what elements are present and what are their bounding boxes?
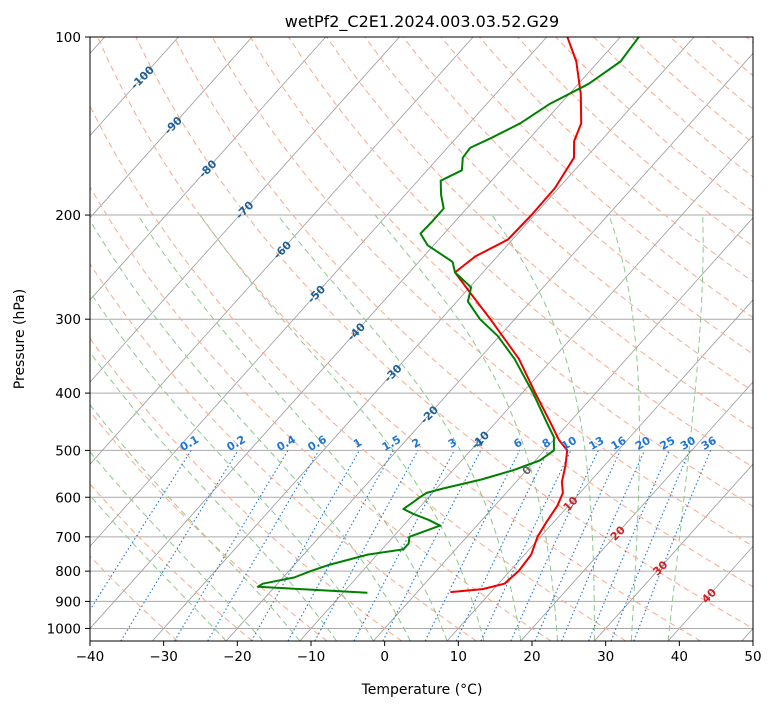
mixing-ratio-line	[120, 450, 239, 641]
isotherm-line	[90, 37, 621, 630]
moist-adiabat-line	[608, 214, 640, 641]
dry-adiabat-line	[402, 37, 753, 355]
y-tick-label: 900	[55, 594, 81, 610]
moist-adiabat-line	[90, 403, 301, 641]
dry-adiabat-line	[478, 37, 753, 283]
dry-adiabat-line	[90, 337, 402, 641]
moist-adiabat-line	[199, 214, 485, 641]
y-tick-label: 800	[55, 564, 81, 580]
y-tick-label: 500	[55, 443, 81, 459]
mixing-ratio-line	[510, 450, 599, 641]
dry-adiabat-line	[97, 37, 701, 641]
mixing-ratio-line	[314, 450, 419, 641]
x-tick-label: −30	[149, 649, 178, 665]
dry-adiabat-line	[364, 37, 753, 392]
y-tick-label: 400	[55, 386, 81, 402]
isotherm-line	[90, 37, 400, 383]
isotherm-line	[373, 217, 753, 641]
mixing-ratio-line	[382, 450, 482, 641]
chart-title: wetPf2_C2E1.2024.003.03.52.G29	[285, 12, 559, 32]
moist-adiabat-line	[90, 219, 411, 641]
y-tick-label: 100	[55, 30, 81, 46]
isotherm-line	[446, 299, 753, 641]
moist-adiabat-line	[277, 214, 522, 641]
y-tick-label: 200	[55, 208, 81, 224]
dry-adiabat-line	[90, 555, 178, 641]
dry-adiabat-line	[90, 185, 552, 641]
mixing-ratio-line	[287, 450, 394, 641]
isotherm-line	[90, 37, 474, 465]
moist-adiabat-line	[90, 494, 227, 641]
isotherm-line	[594, 463, 753, 641]
mixing-ratio-line	[561, 450, 646, 641]
x-tick-label: 10	[450, 649, 467, 665]
moist-adiabat-line	[374, 214, 559, 641]
x-tick-label: 20	[523, 649, 540, 665]
mixing-ratio-line	[90, 450, 192, 611]
x-tick-label: −10	[297, 649, 326, 665]
y-tick-label: 1000	[47, 621, 81, 637]
moist-adiabat-line	[137, 214, 448, 641]
moist-adiabat-line	[491, 214, 595, 641]
dry-adiabat-line	[90, 263, 477, 641]
mixing-ratio-line	[633, 450, 712, 641]
isotherm-line	[90, 37, 253, 219]
x-tick-label: 0	[380, 649, 389, 665]
moist-adiabat-line	[90, 291, 374, 641]
isotherm-line	[225, 52, 753, 641]
x-tick-label: 50	[744, 649, 761, 665]
isotherm-line	[90, 37, 326, 301]
moist-adiabat-line	[90, 451, 264, 641]
mixing-ratio-line	[534, 450, 621, 641]
y-axis-title: Pressure (hPa)	[12, 289, 28, 389]
plot-frame	[89, 36, 754, 642]
moist-adiabat-line	[667, 214, 704, 641]
y-tick-label: 600	[55, 490, 81, 506]
y-tick-label: 300	[55, 312, 81, 328]
x-tick-label: 30	[597, 649, 614, 665]
dry-adiabat-line	[90, 483, 253, 641]
mixing-ratio-line	[610, 450, 691, 641]
dewpoint-profile-line	[256, 37, 640, 594]
y-tick-label: 700	[55, 530, 81, 546]
isotherm-line	[90, 37, 547, 547]
background-lines-layer	[90, 37, 753, 641]
mixing-ratio-line	[588, 450, 670, 641]
dry-adiabat-line	[90, 410, 328, 641]
profile-lines-layer	[256, 37, 640, 594]
isotherm-line	[152, 37, 695, 641]
x-tick-label: −40	[76, 649, 105, 665]
x-axis-title: Temperature (°C)	[361, 682, 483, 698]
x-tick-label: 40	[671, 649, 688, 665]
x-tick-label: −20	[223, 649, 252, 665]
dry-adiabat-line	[135, 37, 753, 630]
temperature-profile-line	[450, 37, 583, 594]
mixing-ratio-line	[251, 450, 360, 641]
dry-adiabat-line	[440, 37, 753, 319]
isotherm-line	[299, 134, 753, 641]
isotherm-line	[520, 381, 753, 641]
mixing-ratio-line	[424, 450, 521, 641]
axes-layer: −40 −30 −20 −10 0 10 20 30 40 50 1000 900 800 700 600 5…	[47, 30, 762, 665]
